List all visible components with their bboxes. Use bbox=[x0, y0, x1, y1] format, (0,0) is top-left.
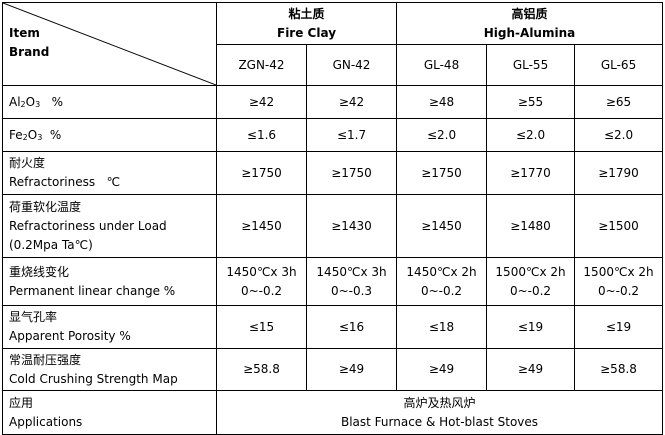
table-row: Fe2O3 % ≤1.6 ≤1.7 ≤2.0 ≤2.0 ≤2.0 bbox=[2, 118, 664, 152]
value-cell: ≤15 bbox=[216, 305, 307, 349]
value-cell: ≥55 bbox=[486, 85, 576, 119]
row-label: 耐火度 Refractoriness ℃ bbox=[2, 151, 217, 195]
value-cell: ≤2.0 bbox=[486, 118, 576, 152]
table-row: 荷重软化温度 Refractoriness under Load (0.2Mpa… bbox=[2, 194, 664, 258]
value-cell: ≥1750 bbox=[216, 151, 307, 195]
value-cell: ≤2.0 bbox=[574, 118, 664, 152]
value-cell: 1450℃x 3h 0~-0.3 bbox=[305, 257, 398, 306]
group-zh: 高铝质 bbox=[511, 6, 548, 21]
value-cell: 1450℃x 3h 0~-0.2 bbox=[216, 257, 307, 306]
value-cell: ≥49 bbox=[396, 348, 488, 391]
value-cell: ≥58.8 bbox=[216, 348, 307, 391]
table-row: 显气孔率 Apparent Porosity % ≤15 ≤16 ≤18 ≤19… bbox=[2, 305, 664, 349]
value-cell: ≥1790 bbox=[574, 151, 664, 195]
value-cell: 1500℃x 2h 0~-0.2 bbox=[486, 257, 576, 306]
row-label: Al2O3 % bbox=[2, 85, 217, 119]
header-row-groups: Item Brand 粘土质 Fire Clay 高铝质 High-Alumin… bbox=[2, 2, 664, 86]
row-label: 常温耐压强度 Cold Crushing Strength Map bbox=[2, 348, 217, 391]
value-cell: ≥42 bbox=[216, 85, 307, 119]
group-en: High-Alumina bbox=[483, 25, 576, 40]
value-cell: ≥49 bbox=[486, 348, 576, 391]
value-cell: 1500℃x 2h 0~-0.2 bbox=[574, 257, 664, 306]
row-label: 荷重软化温度 Refractoriness under Load (0.2Mpa… bbox=[2, 194, 217, 258]
group-en: Fire Clay bbox=[277, 25, 337, 40]
value-cell: ≥1500 bbox=[574, 194, 664, 258]
value-cell: ≥1750 bbox=[396, 151, 488, 195]
row-label: 显气孔率 Apparent Porosity % bbox=[2, 305, 217, 349]
value-cell: ≤16 bbox=[305, 305, 398, 349]
value-cell: ≥42 bbox=[305, 85, 398, 119]
brand-header-cell: GL-55 bbox=[486, 44, 576, 86]
value-cell: ≥1450 bbox=[396, 194, 488, 258]
brand-header-cell: GL-48 bbox=[396, 44, 488, 86]
value-cell: 1450℃x 2h 0~-0.2 bbox=[396, 257, 488, 306]
table-row-applications: 应用 Applications 高炉及热风炉 Blast Furnace & H… bbox=[2, 390, 664, 435]
row-label: 重烧线变化 Permanent linear change % bbox=[2, 257, 217, 306]
group-header-high-alumina: 高铝质 High-Alumina bbox=[396, 2, 664, 45]
applications-value-cell: 高炉及热风炉 Blast Furnace & Hot-blast Stoves bbox=[215, 390, 664, 435]
row-label: Fe2O3 % bbox=[2, 118, 217, 152]
value-cell: ≥1480 bbox=[486, 194, 576, 258]
item-label: Item bbox=[9, 26, 40, 40]
table-row: Al2O3 % ≥42 ≥42 ≥48 ≥55 ≥65 bbox=[2, 85, 664, 119]
header-corner-cell: Item Brand bbox=[2, 2, 217, 86]
value-cell: ≥1770 bbox=[486, 151, 576, 195]
value-cell: ≥49 bbox=[305, 348, 398, 391]
group-header-fire-clay: 粘土质 Fire Clay bbox=[215, 2, 398, 45]
brand-header-cell: GL-65 bbox=[574, 44, 664, 86]
value-cell: ≥48 bbox=[396, 85, 488, 119]
value-cell: ≥1750 bbox=[305, 151, 398, 195]
value-cell: ≤18 bbox=[396, 305, 488, 349]
brand-header-cell: GN-42 bbox=[305, 44, 398, 86]
value-cell: ≥1450 bbox=[216, 194, 307, 258]
table-row: 耐火度 Refractoriness ℃ ≥1750 ≥1750 ≥1750 ≥… bbox=[2, 151, 664, 195]
group-zh: 粘土质 bbox=[288, 6, 325, 21]
value-cell: ≤19 bbox=[574, 305, 664, 349]
value-cell: ≤2.0 bbox=[396, 118, 488, 152]
value-cell: ≥58.8 bbox=[574, 348, 664, 391]
value-cell: ≥65 bbox=[574, 85, 664, 119]
value-cell: ≤19 bbox=[486, 305, 576, 349]
value-cell: ≤1.7 bbox=[305, 118, 398, 152]
brand-header-cell: ZGN-42 bbox=[216, 44, 307, 86]
row-label: 应用 Applications bbox=[2, 390, 217, 435]
table-row: 重烧线变化 Permanent linear change % 1450℃x 3… bbox=[2, 257, 664, 306]
value-cell: ≤1.6 bbox=[216, 118, 307, 152]
diagonal-divider-icon bbox=[3, 3, 216, 85]
value-cell: ≥1430 bbox=[305, 194, 398, 258]
table-row: 常温耐压强度 Cold Crushing Strength Map ≥58.8 … bbox=[2, 348, 664, 391]
brand-label: Brand bbox=[9, 45, 50, 59]
